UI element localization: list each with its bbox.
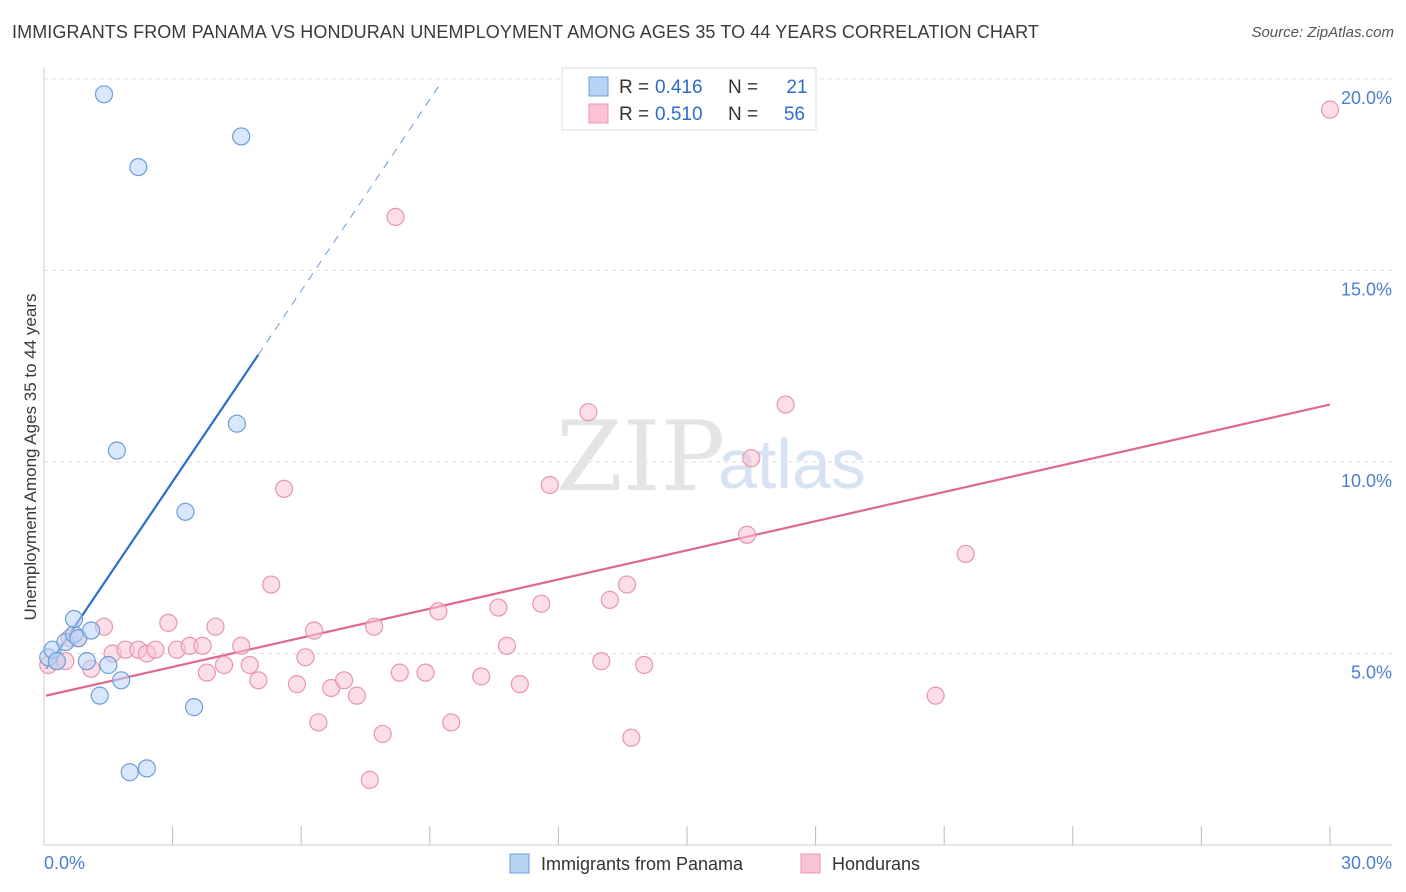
honduran-point[interactable] xyxy=(347,686,367,705)
honduran-point[interactable] xyxy=(287,675,307,694)
panama-point[interactable] xyxy=(112,671,131,690)
panama-point[interactable] xyxy=(107,441,126,460)
honduran-point[interactable] xyxy=(532,594,551,613)
honduran-point[interactable] xyxy=(309,713,328,732)
honduran-point[interactable] xyxy=(579,403,598,422)
legend-r-value-honduran: 0.510 xyxy=(655,104,703,125)
y-tick-label: 20.0% xyxy=(1341,88,1392,108)
honduran-point[interactable] xyxy=(742,449,761,468)
honduran-point[interactable] xyxy=(197,663,216,682)
honduran-point[interactable] xyxy=(304,621,324,640)
y-axis-label: Unemployment Among Ages 35 to 44 years xyxy=(21,294,40,621)
legend-r-label-panama: R = xyxy=(619,77,649,98)
panama-point[interactable] xyxy=(82,621,101,640)
watermark-atlas: atlas xyxy=(718,425,866,503)
honduran-point[interactable] xyxy=(364,617,384,636)
legend-swatch-panama xyxy=(588,76,609,97)
panama-point[interactable] xyxy=(77,652,96,671)
honduran-trend-line xyxy=(45,403,1331,697)
honduran-point[interactable] xyxy=(262,575,281,594)
panama-point[interactable] xyxy=(184,698,204,717)
honduran-point[interactable] xyxy=(232,636,251,655)
honduran-point[interactable] xyxy=(416,663,435,682)
series-legend-swatch-honduran xyxy=(800,853,821,874)
panama-point[interactable] xyxy=(47,652,66,671)
legend-r-value-panama: 0.416 xyxy=(655,77,703,98)
panama-point[interactable] xyxy=(99,655,118,675)
legend-n-label-honduran: N = xyxy=(728,104,758,125)
chart-title: IMMIGRANTS FROM PANAMA VS HONDURAN UNEMP… xyxy=(12,22,1039,42)
stats-legend: R = 0.416 N = 21 R = 0.510 N = 56 xyxy=(561,67,817,131)
honduran-point[interactable] xyxy=(592,652,611,671)
legend-swatch-honduran xyxy=(588,103,609,124)
honduran-point[interactable] xyxy=(360,770,379,789)
trend-lines xyxy=(45,86,1331,697)
legend-r-label-honduran: R = xyxy=(619,104,649,125)
y-tick-label: 15.0% xyxy=(1341,280,1392,300)
honduran-point[interactable] xyxy=(1320,100,1340,119)
watermark: ZIP atlas xyxy=(556,401,866,513)
honduran-point[interactable] xyxy=(926,686,945,705)
honduran-point[interactable] xyxy=(373,724,392,744)
honduran-point[interactable] xyxy=(296,648,315,667)
honduran-point[interactable] xyxy=(206,617,225,636)
series-legend-label-panama: Immigrants from Panama xyxy=(541,854,744,874)
panama-point[interactable] xyxy=(129,157,148,177)
legend-n-value-panama: 21 xyxy=(786,77,807,98)
honduran-point[interactable] xyxy=(489,598,508,617)
legend-n-value-honduran: 56 xyxy=(784,104,805,125)
honduran-point[interactable] xyxy=(956,544,975,564)
y-axis-tick-labels: 5.0% 10.0% 15.0% 20.0% xyxy=(1341,88,1392,683)
honduran-point[interactable] xyxy=(737,525,757,544)
panama-point[interactable] xyxy=(90,686,109,705)
honduran-point[interactable] xyxy=(442,713,461,732)
series-legend-swatch-panama xyxy=(509,853,530,874)
honduran-point[interactable] xyxy=(429,602,448,621)
legend-n-label-panama: N = xyxy=(728,77,758,98)
x-tick-label-min: 0.0% xyxy=(44,853,85,873)
honduran-point[interactable] xyxy=(386,207,405,226)
y-tick-label: 5.0% xyxy=(1351,663,1392,683)
honduran-point[interactable] xyxy=(274,479,294,498)
panama-point[interactable] xyxy=(176,502,195,521)
panama-point[interactable] xyxy=(232,127,251,146)
honduran-point[interactable] xyxy=(334,671,354,690)
panama-trend-extension xyxy=(257,86,439,356)
honduran-point[interactable] xyxy=(617,575,637,594)
gridlines xyxy=(44,78,1392,654)
honduran-point[interactable] xyxy=(193,636,212,655)
panama-point[interactable] xyxy=(120,763,139,782)
panama-point[interactable] xyxy=(227,414,246,433)
source-credit: Source: ZipAtlas.com xyxy=(1251,24,1394,41)
panama-point[interactable] xyxy=(94,85,114,104)
panama-points xyxy=(39,85,251,782)
honduran-point[interactable] xyxy=(635,655,654,675)
series-legend: Immigrants from Panama Hondurans xyxy=(509,853,920,874)
honduran-point[interactable] xyxy=(240,655,259,675)
honduran-point[interactable] xyxy=(776,395,795,414)
honduran-point[interactable] xyxy=(146,640,165,659)
series-legend-label-honduran: Hondurans xyxy=(832,854,920,874)
honduran-point[interactable] xyxy=(497,636,517,655)
honduran-point[interactable] xyxy=(600,590,619,609)
panama-point[interactable] xyxy=(137,759,156,778)
honduran-point[interactable] xyxy=(472,667,491,686)
panama-point[interactable] xyxy=(64,609,84,629)
honduran-point[interactable] xyxy=(510,675,529,694)
honduran-point[interactable] xyxy=(249,671,268,690)
honduran-point[interactable] xyxy=(214,655,234,675)
honduran-point[interactable] xyxy=(540,475,559,495)
y-tick-label: 10.0% xyxy=(1341,471,1392,491)
honduran-point[interactable] xyxy=(390,663,409,682)
x-tick-label-max: 30.0% xyxy=(1341,853,1392,873)
honduran-point[interactable] xyxy=(159,613,178,632)
x-axis-ticks xyxy=(172,826,1331,845)
honduran-point[interactable] xyxy=(622,728,641,747)
